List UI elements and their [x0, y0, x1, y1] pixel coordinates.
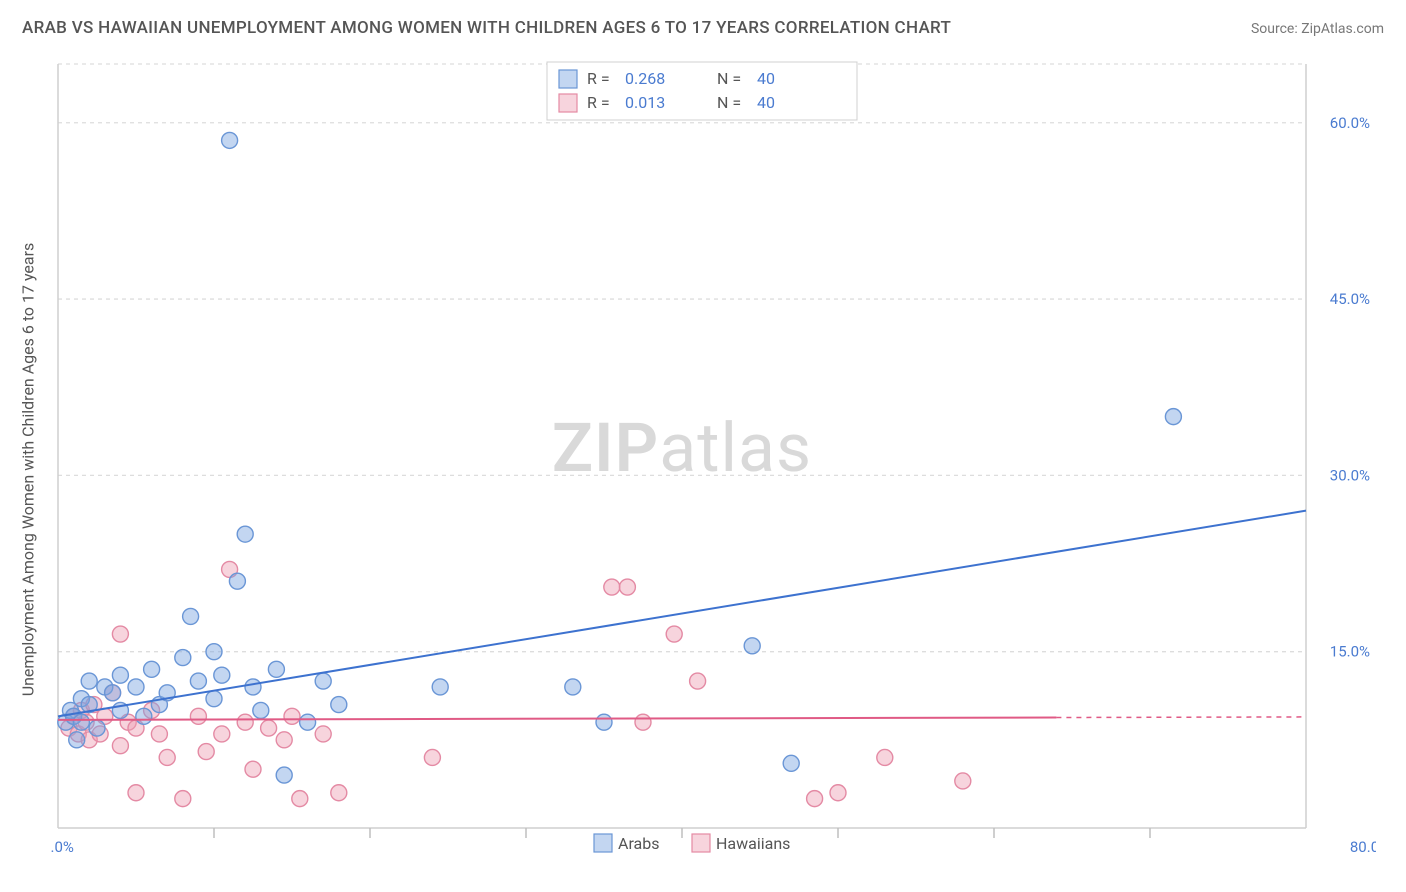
arabs-point [596, 714, 612, 730]
hawaiians-point [830, 785, 846, 801]
hawaiians-point [214, 726, 230, 742]
y-tick-label: 60.0% [1330, 114, 1370, 132]
arabs-point [105, 685, 121, 701]
chart-svg: 15.0% 30.0% 45.0% 60.0% ZIPatlas 0.0% 80.0% R =… [50, 58, 1376, 862]
arabs-point [268, 661, 284, 677]
hawaiians-point [955, 773, 971, 789]
legend-n-prefix: N = [717, 69, 741, 88]
hawaiians-point [276, 732, 292, 748]
legend-n-value: 40 [757, 93, 775, 112]
hawaiians-trendline-ext [1056, 717, 1306, 718]
x-tick-label-left: 0.0% [50, 838, 74, 856]
arabs-point [89, 720, 105, 736]
hawaiians-point [198, 744, 214, 760]
arabs-point [1165, 409, 1181, 425]
hawaiians-point [604, 579, 620, 595]
hawaiians-point [261, 720, 277, 736]
legend-label-hawaiians: Hawaiians [716, 834, 790, 853]
arabs-point [69, 732, 85, 748]
hawaiians-point [292, 791, 308, 807]
arabs-point [315, 673, 331, 689]
arabs-point [206, 691, 222, 707]
y-tick-label: 45.0% [1330, 290, 1370, 308]
arabs-point [144, 661, 160, 677]
hawaiians-point [619, 579, 635, 595]
legend-label-arabs: Arabs [618, 834, 660, 853]
source-label: Source: ZipAtlas.com [1251, 21, 1384, 37]
header-row: ARAB VS HAWAIIAN UNEMPLOYMENT AMONG WOME… [22, 18, 1384, 38]
arabs-point [276, 767, 292, 783]
arabs-point [432, 679, 448, 695]
legend-swatch-hawaiians [692, 834, 710, 852]
hawaiians-point [666, 626, 682, 642]
watermark: ZIPatlas [552, 408, 812, 488]
arabs-point [128, 679, 144, 695]
arabs-point [112, 667, 128, 683]
arabs-point [783, 755, 799, 771]
arabs-point [565, 679, 581, 695]
legend-r-prefix: R = [587, 69, 610, 88]
y-tick-label: 15.0% [1330, 643, 1370, 661]
hawaiians-point [284, 708, 300, 724]
hawaiians-point [245, 761, 261, 777]
arabs-point [183, 608, 199, 624]
plot-area: Unemployment Among Women with Children A… [50, 58, 1376, 862]
hawaiians-point [237, 714, 253, 730]
hawaiians-point [112, 738, 128, 754]
arabs-point [81, 673, 97, 689]
arabs-point [214, 667, 230, 683]
y-tick-label: 30.0% [1330, 466, 1370, 484]
hawaiians-point [690, 673, 706, 689]
hawaiians-point [424, 749, 440, 765]
arabs-point [175, 650, 191, 666]
legend-r-prefix: R = [587, 93, 610, 112]
hawaiians-point [331, 785, 347, 801]
arabs-point [73, 714, 89, 730]
hawaiians-point [315, 726, 331, 742]
legend-r-value: 0.013 [625, 93, 665, 112]
chart-title: ARAB VS HAWAIIAN UNEMPLOYMENT AMONG WOME… [22, 18, 951, 38]
arabs-point [237, 526, 253, 542]
hawaiians-point [128, 785, 144, 801]
hawaiians-point [151, 726, 167, 742]
arabs-point [253, 702, 269, 718]
hawaiians-point [159, 749, 175, 765]
arabs-point [744, 638, 760, 654]
legend-n-value: 40 [757, 69, 775, 88]
hawaiians-trendline [58, 718, 1056, 720]
legend-swatch [559, 70, 577, 88]
hawaiians-point [190, 708, 206, 724]
hawaiians-point [807, 791, 823, 807]
arabs-point [206, 644, 222, 660]
arabs-point [229, 573, 245, 589]
arabs-point [190, 673, 206, 689]
arabs-point [331, 697, 347, 713]
hawaiians-point [175, 791, 191, 807]
legend-n-prefix: N = [717, 93, 741, 112]
arabs-point [300, 714, 316, 730]
arabs-point [136, 708, 152, 724]
legend-r-value: 0.268 [625, 69, 665, 88]
legend-swatch-arabs [594, 834, 612, 852]
hawaiians-point [112, 626, 128, 642]
x-tick-label-right: 80.0% [1350, 838, 1376, 856]
hawaiians-point [877, 749, 893, 765]
arabs-point [222, 132, 238, 148]
y-axis-label: Unemployment Among Women with Children A… [19, 243, 38, 697]
arabs-point [245, 679, 261, 695]
hawaiians-point [635, 714, 651, 730]
legend-swatch [559, 94, 577, 112]
